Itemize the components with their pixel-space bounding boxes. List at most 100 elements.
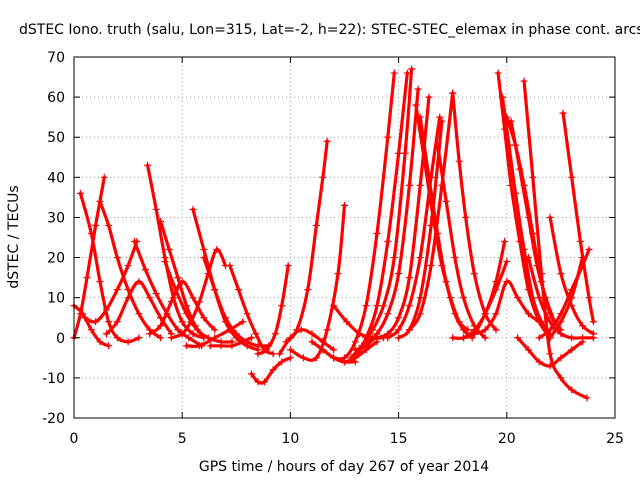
data-point-marker xyxy=(369,326,377,334)
data-point-marker xyxy=(271,330,279,338)
data-point-marker xyxy=(135,310,143,318)
data-point-marker xyxy=(401,149,409,157)
data-point-marker xyxy=(178,330,186,338)
data-point-marker xyxy=(341,358,348,366)
data-point-marker xyxy=(395,270,403,278)
data-point-marker xyxy=(416,113,424,121)
data-point-marker xyxy=(494,69,502,77)
x-tick-label: 15 xyxy=(390,431,408,447)
data-point-marker xyxy=(319,346,327,354)
data-point-marker xyxy=(503,258,511,266)
data-point-marker xyxy=(178,318,186,326)
data-point-marker xyxy=(232,330,240,338)
data-point-marker xyxy=(157,217,165,225)
data-point-marker xyxy=(330,302,338,310)
data-point-marker xyxy=(492,326,500,334)
y-tick-labels: -20 -10 0 10 20 30 40 50 60 70 xyxy=(42,50,65,427)
data-point-marker xyxy=(105,318,113,326)
data-point-marker xyxy=(167,334,175,342)
data-point-marker xyxy=(524,213,532,221)
data-point-marker xyxy=(451,310,459,318)
data-point-marker xyxy=(351,346,359,354)
series-line xyxy=(407,91,455,332)
data-point-marker xyxy=(503,278,511,286)
data-point-marker xyxy=(312,221,320,229)
data-point-marker xyxy=(546,326,554,334)
data-point-marker xyxy=(193,326,201,334)
data-point-marker xyxy=(546,213,554,221)
data-point-marker xyxy=(334,270,342,278)
data-point-marker xyxy=(524,310,532,318)
data-point-marker xyxy=(568,346,576,354)
data-point-marker xyxy=(568,294,576,302)
data-point-marker xyxy=(403,69,411,77)
data-point-marker xyxy=(146,294,154,302)
data-point-marker xyxy=(100,173,108,181)
data-point-marker xyxy=(293,326,301,334)
series-arc-30 xyxy=(362,93,433,346)
data-point-marker xyxy=(286,354,294,362)
data-point-marker xyxy=(213,246,221,254)
data-point-marker xyxy=(174,274,182,282)
data-point-marker xyxy=(568,386,576,394)
data-point-marker xyxy=(405,181,413,189)
series-line xyxy=(451,91,498,332)
data-point-marker xyxy=(557,374,565,382)
data-point-marker xyxy=(276,350,284,358)
data-point-marker xyxy=(395,334,403,342)
data-point-marker xyxy=(161,258,169,266)
data-point-marker xyxy=(92,221,100,229)
data-point-marker xyxy=(384,310,392,318)
data-point-marker xyxy=(96,197,104,205)
data-point-marker xyxy=(442,197,450,205)
series-line xyxy=(98,199,163,340)
data-point-marker xyxy=(395,149,403,157)
data-point-marker xyxy=(451,254,459,262)
data-point-marker xyxy=(537,318,545,326)
y-tick-label: 0 xyxy=(56,331,65,347)
data-point-marker xyxy=(568,334,576,342)
series-line xyxy=(191,207,260,352)
data-point-marker xyxy=(269,366,277,374)
data-point-marker xyxy=(579,322,587,330)
data-point-marker xyxy=(507,117,515,125)
data-point-marker xyxy=(546,334,554,342)
data-point-marker xyxy=(167,298,175,306)
data-point-marker xyxy=(254,378,262,386)
data-point-marker xyxy=(81,314,89,322)
data-point-marker xyxy=(187,318,195,326)
series-line xyxy=(561,111,595,324)
data-point-marker xyxy=(200,314,208,322)
series-arc-46 xyxy=(520,77,591,402)
series-group xyxy=(70,65,597,402)
data-point-marker xyxy=(239,338,247,346)
data-point-marker xyxy=(183,342,191,350)
data-point-marker xyxy=(185,334,193,342)
data-point-marker xyxy=(323,326,331,334)
data-point-marker xyxy=(414,85,422,93)
data-point-marker xyxy=(243,310,251,318)
data-point-marker xyxy=(124,338,132,346)
data-point-marker xyxy=(384,238,392,246)
data-point-marker xyxy=(384,133,392,141)
data-point-marker xyxy=(557,270,565,278)
series-arc-45 xyxy=(514,334,587,370)
series-arc-26 xyxy=(330,69,398,362)
data-point-marker xyxy=(520,246,528,254)
data-point-marker xyxy=(247,370,255,378)
data-point-marker xyxy=(319,173,327,181)
data-point-marker xyxy=(217,342,225,350)
series-line xyxy=(83,239,139,324)
data-point-marker xyxy=(284,262,292,270)
data-point-marker xyxy=(206,342,214,350)
data-point-marker xyxy=(529,294,537,302)
data-point-marker xyxy=(520,77,528,85)
data-point-marker xyxy=(405,274,413,282)
data-point-marker xyxy=(503,113,511,121)
data-point-marker xyxy=(200,254,208,262)
series-arc-19 xyxy=(254,262,292,358)
data-point-marker xyxy=(308,338,316,346)
data-point-marker xyxy=(141,266,149,274)
data-point-marker xyxy=(390,69,398,77)
data-point-marker xyxy=(278,302,286,310)
